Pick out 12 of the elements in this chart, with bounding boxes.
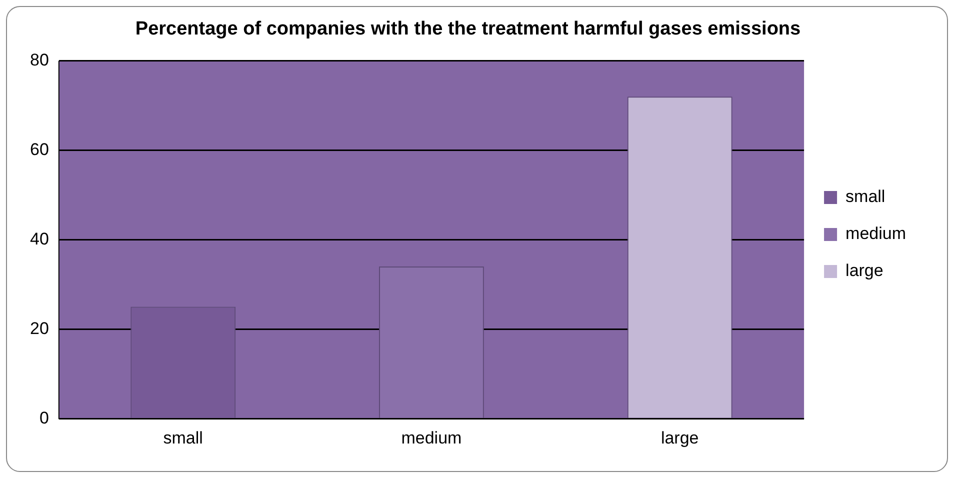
x-tick-label: small xyxy=(163,428,203,448)
legend-label: small xyxy=(846,187,886,206)
legend-label: large xyxy=(846,261,884,280)
x-tick-label: large xyxy=(660,428,699,448)
legend-label: medium xyxy=(846,224,906,244)
y-tick-label: 60 xyxy=(30,140,49,159)
y-tick-label: 40 xyxy=(30,229,49,248)
y-tick-label: 0 xyxy=(39,408,49,428)
y-tick-label: 80 xyxy=(30,50,49,70)
y-tick-label: 20 xyxy=(30,318,49,338)
x-tick-label: medium xyxy=(401,428,462,448)
chart-title: Percentage of companies with the the treatment harmful gases emissions xyxy=(135,18,801,40)
